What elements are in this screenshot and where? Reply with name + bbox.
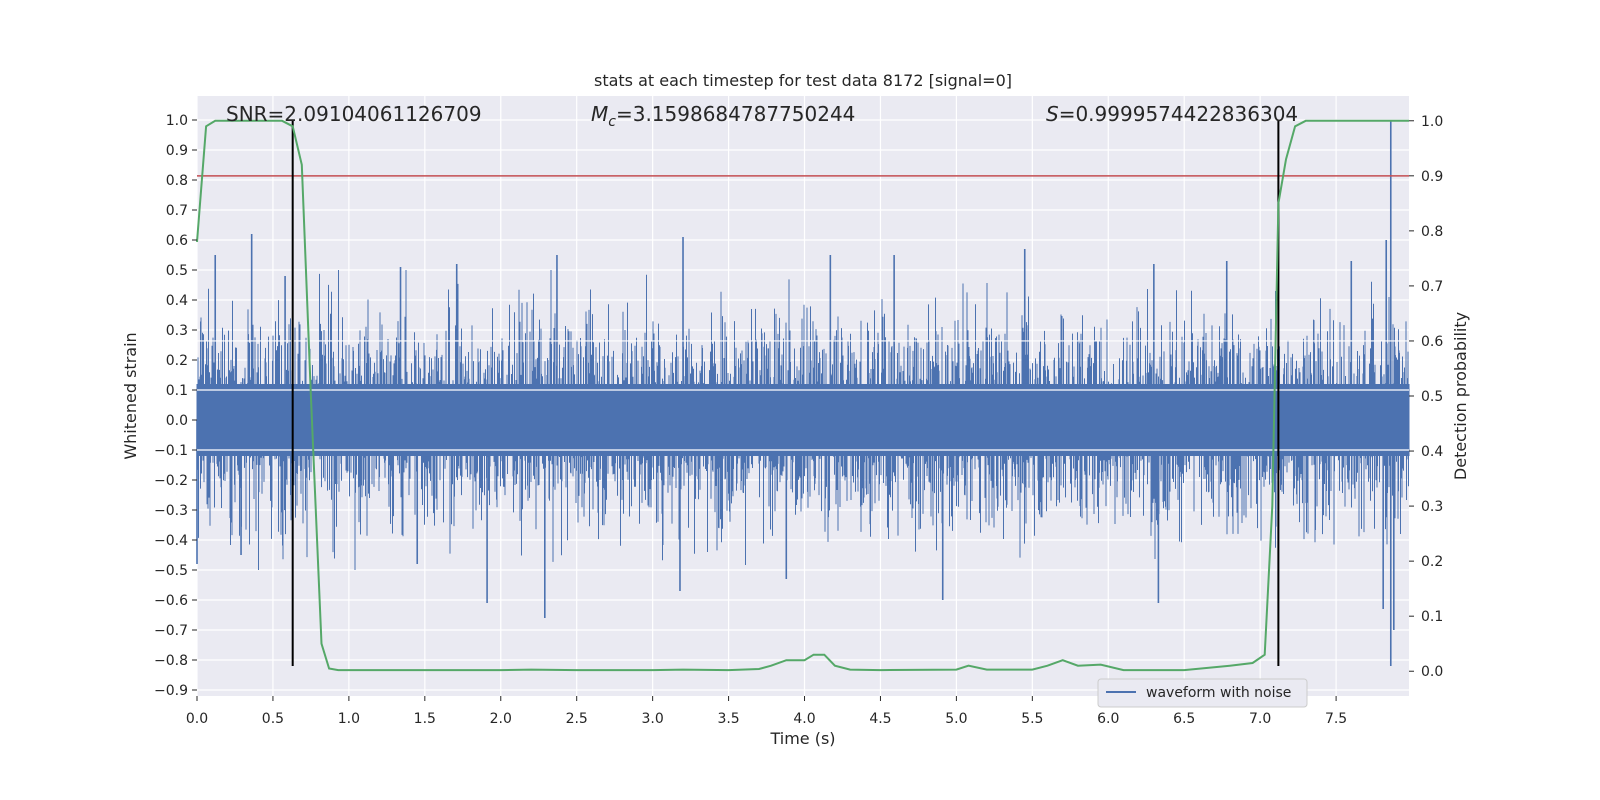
y-tick-label: −0.1	[154, 443, 188, 459]
s-value: =0.9999574422836304	[1059, 102, 1298, 126]
y2-tick-label: 0.9	[1421, 169, 1443, 185]
y-tick-label: −0.9	[154, 683, 188, 699]
y2-tick-label: 0.7	[1421, 279, 1443, 295]
y-tick-label: −0.2	[154, 473, 188, 489]
mc-annotation: Mc=3.1598684787750244	[591, 102, 855, 130]
y-tick-label: 0.0	[166, 413, 188, 429]
mc-symbol: M	[591, 102, 608, 126]
x-ticks: 0.0 0.5 1.0 1.5 2.0 2.5 3.0 3.5 4.0 4.5 5.0 5.5 6.0 6…	[186, 696, 1347, 727]
y2-tick-label: 0.6	[1421, 334, 1443, 350]
y2-axis-label: Detection probability	[1451, 312, 1470, 480]
x-tick-label: 4.5	[869, 711, 891, 727]
x-tick-label: 1.0	[338, 711, 360, 727]
y-tick-label: 0.8	[166, 173, 188, 189]
y2-tick-label: 0.3	[1421, 499, 1443, 515]
y2-tick-label: 0.5	[1421, 389, 1443, 405]
s-symbol: S	[1046, 102, 1059, 126]
y2-tick-label: 1.0	[1421, 114, 1443, 130]
y-tick-label: −0.6	[154, 593, 188, 609]
x-tick-label: 2.5	[566, 711, 588, 727]
y2-ticks: 1.0 0.9 0.8 0.7 0.6 0.5 0.4 0.3 0.2 0.1 0.0	[1409, 114, 1443, 680]
x-tick-label: 5.5	[1021, 711, 1043, 727]
legend-box	[1097, 678, 1308, 708]
probability-series	[196, 119, 1409, 672]
y2-tick-label: 0.0	[1421, 664, 1443, 680]
y-tick-label: 0.9	[166, 143, 188, 159]
x-tick-label: 5.0	[945, 711, 967, 727]
y-tick-label: −0.4	[154, 533, 188, 549]
y-tick-label: −0.8	[154, 653, 188, 669]
s-annotation: S=0.9999574422836304	[1046, 102, 1298, 126]
y2-tick-label: 0.1	[1421, 609, 1443, 625]
waveform-core	[197, 396, 1409, 444]
x-tick-label: 6.5	[1173, 711, 1195, 727]
y-tick-label: 0.5	[166, 263, 188, 279]
y-tick-label: 0.2	[166, 353, 188, 369]
chart-title: stats at each timestep for test data 817…	[594, 71, 1012, 90]
x-tick-label: 6.0	[1097, 711, 1119, 727]
y-tick-label: −0.7	[154, 623, 188, 639]
x-tick-label: 3.0	[642, 711, 664, 727]
y-ticks: 1.0 0.9 0.8 0.7 0.6 0.5 0.4 0.3 0.2 0.1 0.0 −0.1 −0.…	[154, 113, 197, 699]
y2-tick-label: 0.8	[1421, 224, 1443, 240]
y-tick-label: 0.3	[166, 323, 188, 339]
y-tick-label: 0.1	[166, 383, 188, 399]
x-tick-label: 1.5	[414, 711, 436, 727]
x-axis-label: Time (s)	[769, 729, 835, 748]
mc-subscript: c	[608, 114, 616, 130]
y-tick-label: 1.0	[166, 113, 188, 129]
y-tick-label: 0.6	[166, 233, 188, 249]
x-tick-label: 0.0	[186, 711, 208, 727]
x-tick-label: 7.0	[1249, 711, 1271, 727]
y-axis-label: Whitened strain	[121, 332, 140, 459]
x-tick-label: 7.5	[1325, 711, 1347, 727]
x-tick-label: 4.0	[793, 711, 815, 727]
waveform-series	[196, 120, 1410, 666]
y2-tick-label: 0.4	[1421, 444, 1443, 460]
legend: waveform with noise	[1097, 678, 1308, 708]
y-tick-label: 0.7	[166, 203, 188, 219]
y2-tick-label: 0.2	[1421, 554, 1443, 570]
y-tick-label: −0.5	[154, 563, 188, 579]
y-tick-label: −0.3	[154, 503, 188, 519]
legend-label: waveform with noise	[1146, 685, 1291, 701]
y-tick-label: 0.4	[166, 293, 188, 309]
x-tick-label: 3.5	[717, 711, 739, 727]
x-tick-label: 2.0	[490, 711, 512, 727]
x-tick-label: 0.5	[262, 711, 284, 727]
mc-value: =3.1598684787750244	[616, 102, 855, 126]
snr-annotation: SNR=2.09104061126709	[226, 102, 482, 126]
